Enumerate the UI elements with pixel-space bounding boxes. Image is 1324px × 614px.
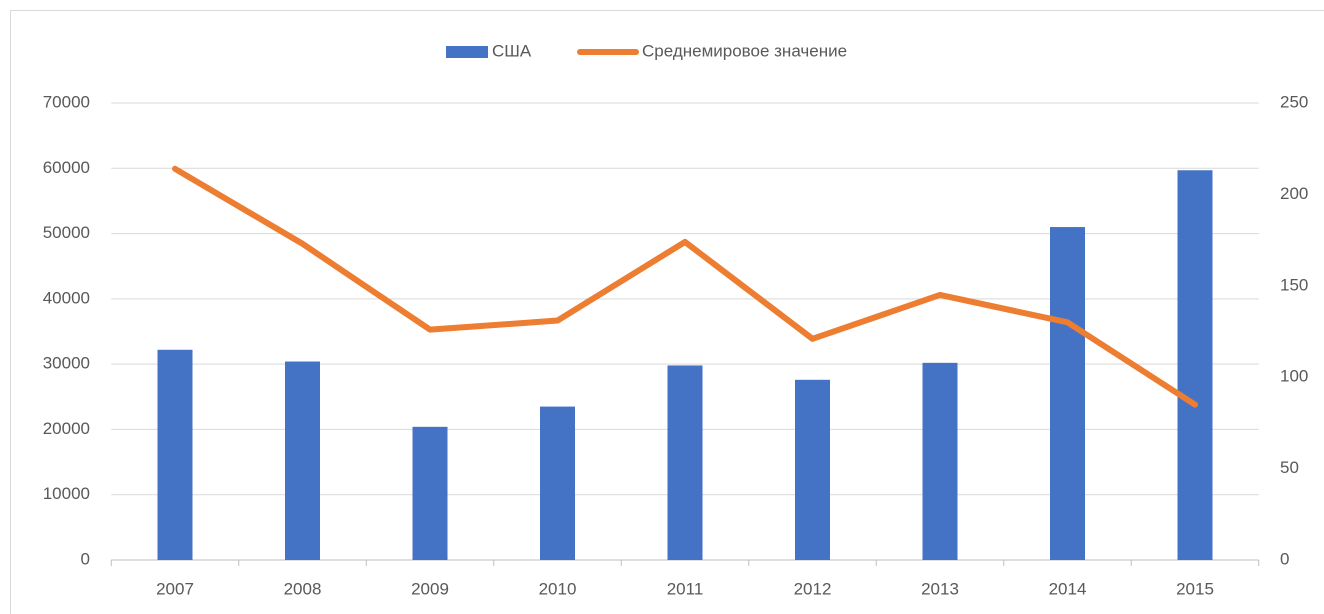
bar xyxy=(157,349,193,560)
legend-label: США xyxy=(492,41,532,60)
chart-frame xyxy=(10,10,1324,614)
x-tick-label: 2011 xyxy=(667,579,704,598)
bar xyxy=(1050,227,1085,561)
y2-tick-label: 200 xyxy=(1280,184,1308,203)
line xyxy=(172,165,1198,408)
y-tick-label: 70000 xyxy=(43,92,90,111)
y2-tick-label: 250 xyxy=(1280,92,1308,111)
x-tick-label: 2007 xyxy=(156,579,194,598)
y2-tick-label: 150 xyxy=(1280,275,1308,294)
bar xyxy=(285,361,320,560)
x-tick-label: 2010 xyxy=(539,579,577,598)
y-tick-label: 40000 xyxy=(43,288,90,307)
x-tick-label: 2015 xyxy=(1176,579,1214,598)
x-tick-label: 2013 xyxy=(921,579,959,598)
y-tick-label: 30000 xyxy=(43,354,90,373)
x-tick-label: 2009 xyxy=(411,579,449,598)
bar xyxy=(667,365,703,560)
y-tick-label: 50000 xyxy=(43,223,90,242)
y-tick-label: 60000 xyxy=(43,158,90,177)
y2-tick-label: 0 xyxy=(1280,549,1289,568)
y2-tick-label: 100 xyxy=(1280,367,1308,386)
y-tick-label: 20000 xyxy=(43,419,90,438)
bar xyxy=(540,406,575,560)
y-tick-label: 10000 xyxy=(43,484,90,503)
bar xyxy=(922,362,958,560)
y2-tick-label: 50 xyxy=(1280,458,1299,477)
x-tick-label: 2012 xyxy=(794,579,832,598)
bar xyxy=(1177,170,1213,560)
bar xyxy=(795,379,830,560)
legend-swatch xyxy=(446,46,488,58)
legend-label: Среднемировое значение xyxy=(642,41,847,60)
y-tick-label: 0 xyxy=(81,549,90,568)
bar xyxy=(412,426,448,560)
x-tick-label: 2008 xyxy=(284,579,322,598)
x-tick-label: 2014 xyxy=(1049,579,1087,598)
